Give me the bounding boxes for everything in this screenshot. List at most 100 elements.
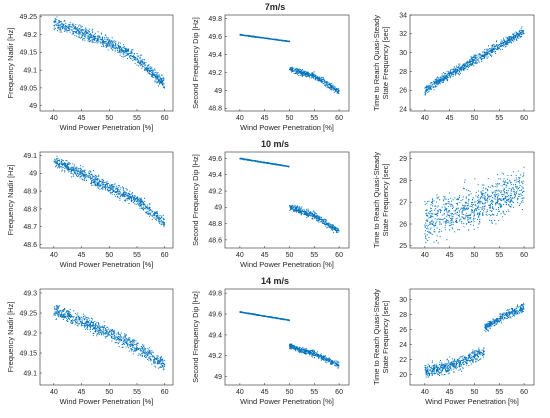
chart-6-point [466, 189, 467, 190]
chart-4-point [132, 195, 133, 196]
chart-6-point [465, 205, 466, 206]
chart-3-point [449, 75, 450, 76]
chart-1-point [123, 44, 124, 45]
chart-3-point [491, 55, 492, 56]
chart-5-point [293, 205, 294, 206]
chart-3-point [521, 30, 522, 31]
chart-4-point [112, 192, 113, 193]
chart-1-point [109, 44, 110, 45]
chart-1-point [108, 46, 109, 47]
chart-1-point [85, 35, 86, 36]
chart-3-point [460, 73, 461, 74]
chart-6-point [431, 223, 432, 224]
chart-4-point [85, 170, 86, 171]
chart-6-point [462, 205, 463, 206]
chart-5-point [280, 165, 281, 166]
chart-2-point [312, 72, 313, 73]
chart-5-point [274, 164, 275, 165]
chart-4-point [70, 163, 71, 164]
chart-2-ytick-label: 49.8 [208, 16, 222, 23]
chart-3-point [433, 83, 434, 84]
chart-6-point [506, 190, 507, 191]
chart-6-point [448, 199, 449, 200]
chart-4-point [145, 204, 146, 205]
chart-3-xtick-label: 50 [471, 115, 479, 122]
chart-4-point [89, 173, 90, 174]
chart-4-point [106, 187, 107, 188]
chart-3-point [516, 34, 517, 35]
chart-5-point [247, 159, 248, 160]
chart-4-point [97, 187, 98, 188]
chart-5-points [239, 158, 339, 233]
chart-1-point [59, 22, 60, 23]
chart-6-point [434, 210, 435, 211]
chart-1-point [62, 25, 63, 26]
chart-4-point [105, 186, 106, 187]
chart-4-point [84, 174, 85, 175]
chart-5-point [316, 220, 317, 221]
chart-6-point [468, 205, 469, 206]
chart-1-point [85, 33, 86, 34]
chart-2-point [299, 69, 300, 70]
chart-4-point [115, 192, 116, 193]
chart-5-point [297, 206, 298, 207]
chart-6-point [426, 239, 427, 240]
chart-4-point [72, 163, 73, 164]
chart-4-point [80, 168, 81, 169]
chart-6-point [497, 183, 498, 184]
chart-1-point [111, 43, 112, 44]
chart-1-point [144, 63, 145, 64]
chart-2-point [296, 68, 297, 69]
chart-6-point [484, 209, 485, 210]
chart-4-point [99, 180, 100, 181]
chart-4-point [92, 176, 93, 177]
chart-6-point [463, 205, 464, 206]
chart-4-point [133, 202, 134, 203]
chart-3-point [425, 90, 426, 91]
chart-6-point [429, 222, 430, 223]
chart-2-point [315, 79, 316, 80]
chart-6-point [483, 187, 484, 188]
chart-4-point [106, 182, 107, 183]
chart-4-point [155, 212, 156, 213]
chart-1-point [102, 38, 103, 39]
chart-3-point [502, 45, 503, 46]
chart-1-point [54, 29, 55, 30]
chart-6-point [468, 201, 469, 202]
chart-2-point [338, 90, 339, 91]
chart-4-point [55, 161, 56, 162]
chart-6-point [491, 220, 492, 221]
chart-3-point [432, 84, 433, 85]
chart-4-point [98, 184, 99, 185]
chart-3-point [511, 42, 512, 43]
chart-4-point [57, 159, 58, 160]
chart-4-point [68, 164, 69, 165]
chart-4-point [81, 171, 82, 172]
chart-4-point [99, 186, 100, 187]
chart-1-point [78, 34, 79, 35]
chart-1-point [75, 31, 76, 32]
chart-1-point [137, 62, 138, 63]
chart-5-point [323, 219, 324, 220]
chart-2-point [253, 36, 254, 37]
chart-6-point [485, 206, 486, 207]
chart-1-point [133, 55, 134, 56]
chart-6-point [518, 177, 519, 178]
chart-4-point [63, 164, 64, 165]
chart-1-point [98, 38, 99, 39]
chart-1-point [138, 60, 139, 61]
chart-1-point [79, 24, 80, 25]
chart-1-point [124, 56, 125, 57]
chart-6-point [515, 184, 516, 185]
chart-4-point [131, 198, 132, 199]
chart-4-point [130, 194, 131, 195]
chart-6-point [499, 199, 500, 200]
chart-6-point [490, 201, 491, 202]
chart-1-point [67, 30, 68, 31]
chart-1-point [92, 31, 93, 32]
chart-2-point [242, 34, 243, 35]
chart-6-point [456, 209, 457, 210]
chart-3-point [496, 40, 497, 41]
chart-1-point [74, 35, 75, 36]
chart-4-point [55, 160, 56, 161]
